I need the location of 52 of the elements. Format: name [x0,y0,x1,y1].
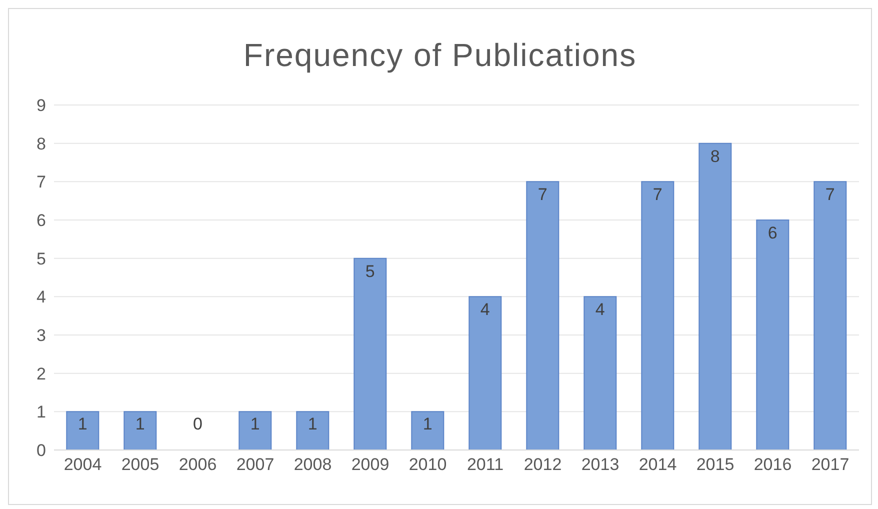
data-label: 8 [710,146,720,166]
x-tick-label: 2017 [811,455,850,474]
data-label: 4 [595,300,605,320]
x-tick-label: 2007 [236,455,274,474]
data-label: 6 [768,223,778,242]
x-tick-label: 2013 [581,455,620,474]
x-tick-label: 2006 [178,455,217,474]
bar [756,220,790,450]
y-tick-label: 3 [36,326,46,346]
y-tick-label: 5 [36,249,46,268]
y-tick-label: 7 [36,172,46,192]
y-tick-label: 4 [36,288,46,307]
x-tick-label: 2014 [638,455,677,474]
x-tick-label: 2009 [351,455,390,474]
y-tick-label: 8 [36,134,46,154]
bar [124,411,157,450]
data-label: 1 [308,414,318,434]
data-label: 1 [422,414,432,434]
bar [526,181,560,450]
x-tick-label: 2004 [64,455,102,474]
data-label: 1 [78,414,88,434]
bar [411,411,444,450]
bar [66,411,100,450]
x-tick-label: 2011 [466,455,504,474]
y-tick-label: 9 [36,96,46,116]
y-tick-label: 0 [36,441,46,460]
data-label: 1 [135,414,145,434]
bar [296,411,330,450]
bar [354,258,387,450]
chart-title: Frequency of Publications [242,36,638,75]
data-label: 4 [480,300,490,320]
data-label: 7 [652,185,662,204]
x-tick-label: 2010 [408,455,447,474]
x-tick-label: 2015 [696,455,734,474]
bar [698,142,732,450]
x-tick-label: 2012 [524,455,562,474]
data-label: 1 [250,414,260,434]
data-label: 7 [538,185,548,204]
y-tick-label: 2 [36,364,46,384]
bar [814,181,847,450]
x-tick-label: 2016 [754,455,792,474]
bar [641,181,674,450]
bar [238,411,272,450]
bar [584,296,617,450]
x-tick-label: 2008 [294,455,332,474]
bar [468,296,502,450]
y-tick-label: 6 [36,211,46,230]
data-label: 5 [365,262,375,281]
data-label: 7 [825,185,835,204]
data-label: 0 [193,414,202,434]
x-tick-label: 2005 [121,455,160,474]
y-tick-label: 1 [36,402,46,422]
